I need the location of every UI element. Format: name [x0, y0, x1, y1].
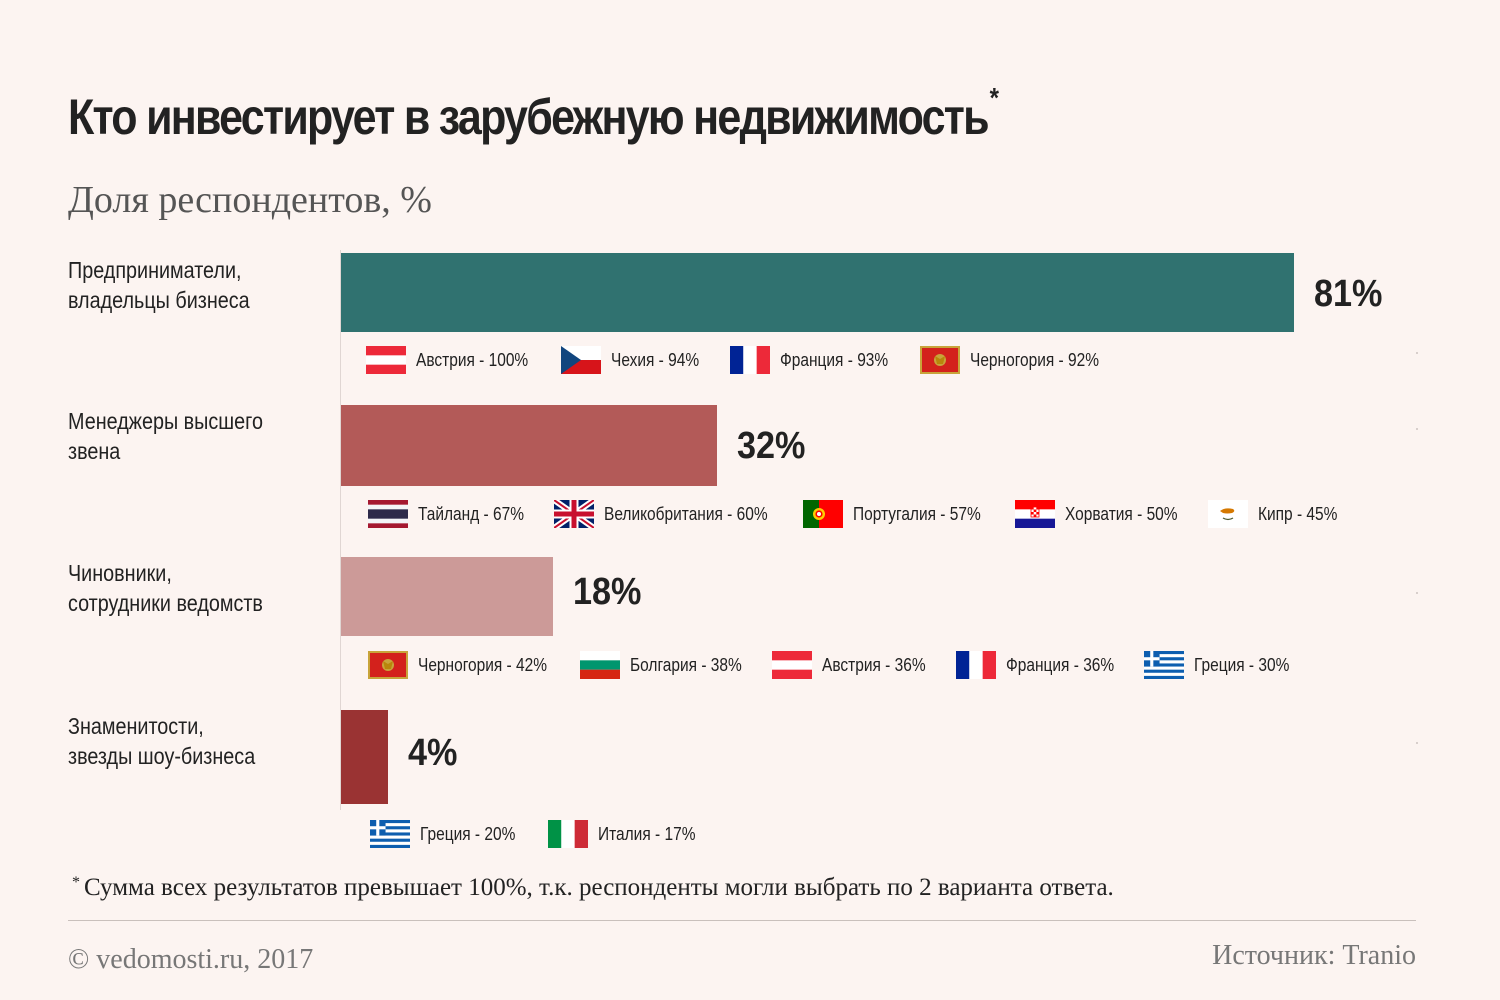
bar-value-label: 18% [573, 571, 642, 613]
category-label-line: Чиновники, [68, 560, 172, 586]
country-item: Греция - 20% [370, 820, 531, 848]
source: Источник: Tranio [1212, 940, 1416, 971]
gridline-tick [1416, 352, 1418, 354]
cyprus-flag-icon [1208, 500, 1248, 528]
montenegro-flag-icon [920, 346, 960, 374]
country-label: Франция - 93% [780, 349, 889, 370]
croatia-flag-icon [1015, 500, 1055, 528]
category-label-line: Знаменитости, [68, 713, 204, 739]
country-label: Черногория - 92% [970, 349, 1099, 370]
bar [341, 253, 1294, 332]
country-item: Австрия - 100% [366, 346, 546, 374]
chart-subtitle: Доля респондентов, % [68, 179, 432, 221]
axis-baseline [340, 250, 341, 810]
country-label: Тайланд - 67% [418, 503, 524, 524]
country-label: Кипр - 45% [1258, 503, 1338, 524]
bar-value-label: 81% [1314, 273, 1383, 315]
country-item: Франция - 36% [956, 651, 1132, 679]
chart-title: Кто инвестирует в зарубежную недвижимост… [68, 82, 999, 146]
country-item: Чехия - 94% [561, 346, 713, 374]
footnote-text: Сумма всех результатов превышает 100%, т… [84, 874, 1114, 901]
footnote: * Сумма всех результатов превышает 100%, … [72, 874, 1114, 902]
bulgaria-flag-icon [580, 651, 620, 679]
country-item: Черногория - 92% [920, 346, 1120, 374]
country-item: Болгария - 38% [580, 651, 760, 679]
chart-title-text: Кто инвестирует в зарубежную недвижимост… [68, 89, 990, 145]
country-label: Португалия - 57% [853, 503, 981, 524]
country-item: Португалия - 57% [803, 500, 1002, 528]
category-label: Чиновники, сотрудники ведомств [68, 558, 263, 618]
country-label: Великобритания - 60% [604, 503, 768, 524]
category-label-line: сотрудники ведомств [68, 590, 263, 616]
country-label: Греция - 20% [420, 823, 516, 844]
country-label: Австрия - 100% [416, 349, 529, 370]
gridline-tick [1416, 592, 1418, 594]
country-item: Великобритания - 60% [554, 500, 794, 528]
country-label: Франция - 36% [1006, 654, 1115, 675]
montenegro-flag-icon [368, 651, 408, 679]
category-label-line: звена [68, 438, 121, 464]
country-item: Черногория - 42% [368, 651, 568, 679]
country-item: Франция - 93% [730, 346, 906, 374]
country-label: Австрия - 36% [822, 654, 926, 675]
category-label-line: Предприниматели, [68, 257, 242, 283]
country-item: Австрия - 36% [772, 651, 942, 679]
footnote-asterisk: * [72, 874, 80, 891]
country-item: Греция - 30% [1144, 651, 1305, 679]
category-label: Знаменитости, звезды шоу-бизнеса [68, 711, 255, 771]
country-label: Черногория - 42% [418, 654, 547, 675]
uk-flag-icon [554, 500, 594, 528]
bar-value-label: 4% [408, 732, 458, 774]
austria-flag-icon [772, 651, 812, 679]
greece-flag-icon [370, 820, 410, 848]
country-label: Италия - 17% [598, 823, 696, 844]
category-label-line: владельцы бизнеса [68, 287, 250, 313]
bar-value-label: 32% [737, 425, 806, 467]
bar [341, 710, 388, 804]
country-label: Чехия - 94% [611, 349, 700, 370]
portugal-flag-icon [803, 500, 843, 528]
country-item: Хорватия - 50% [1015, 500, 1196, 528]
country-item: Италия - 17% [548, 820, 711, 848]
bar [341, 405, 717, 486]
gridline-tick [1416, 428, 1418, 430]
gridline-tick [1416, 742, 1418, 744]
czech-flag-icon [561, 346, 601, 374]
france-flag-icon [956, 651, 996, 679]
category-label-line: звезды шоу-бизнеса [68, 743, 256, 769]
country-label: Греция - 30% [1194, 654, 1290, 675]
title-asterisk: * [989, 82, 999, 113]
country-label: Хорватия - 50% [1065, 503, 1178, 524]
category-label: Предприниматели, владельцы бизнеса [68, 255, 250, 315]
country-item: Кипр - 45% [1208, 500, 1350, 528]
bar [341, 557, 553, 636]
category-label-line: Менеджеры высшего [68, 408, 263, 434]
copyright: © vedomosti.ru, 2017 [68, 944, 314, 975]
footer-divider [68, 920, 1416, 921]
austria-flag-icon [366, 346, 406, 374]
thailand-flag-icon [368, 500, 408, 528]
france-flag-icon [730, 346, 770, 374]
country-label: Болгария - 38% [630, 654, 742, 675]
italy-flag-icon [548, 820, 588, 848]
category-label: Менеджеры высшего звена [68, 406, 263, 466]
country-item: Тайланд - 67% [368, 500, 541, 528]
greece-flag-icon [1144, 651, 1184, 679]
